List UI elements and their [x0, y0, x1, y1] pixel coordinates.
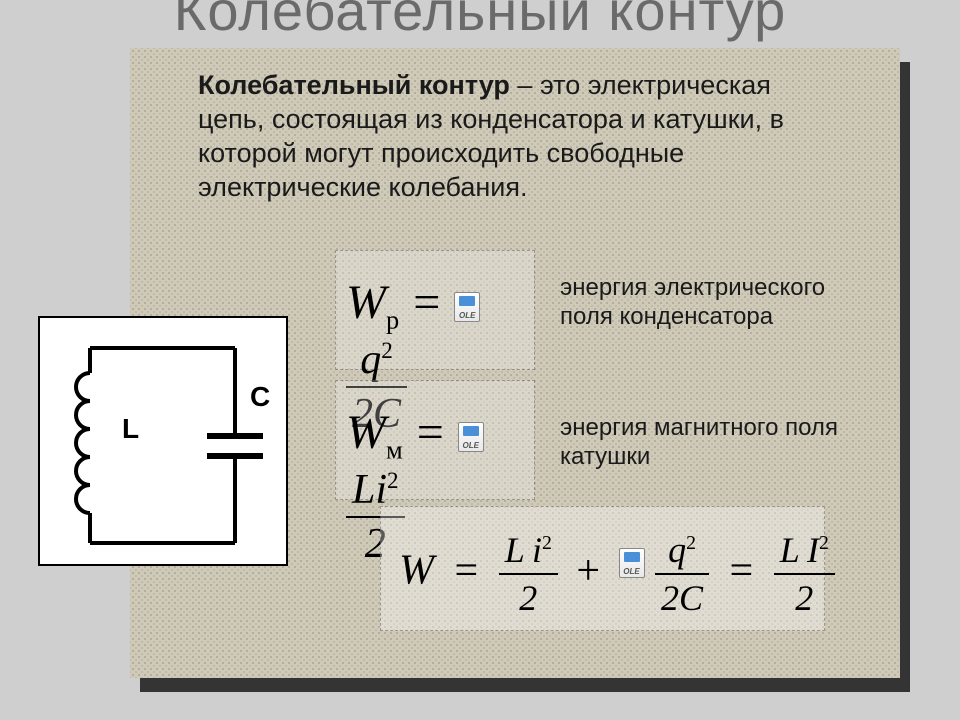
exp-2: 2	[387, 467, 399, 493]
subscript-p: р	[386, 305, 399, 335]
page-title: Колебательный контур	[0, 0, 960, 43]
slide-panel: Колебательный контур – это электрическая…	[130, 48, 900, 678]
denom: 2	[499, 575, 558, 619]
ole-object-icon	[454, 292, 480, 322]
svg-text:L: L	[122, 413, 139, 444]
ole-object-icon	[458, 422, 484, 452]
var-i: i	[532, 530, 542, 570]
var-q: q	[360, 337, 381, 383]
var-I: I	[807, 530, 819, 570]
equals: =	[417, 406, 444, 459]
label-magnetic-energy: энергия магнитного поля катушки	[560, 413, 860, 471]
ole-object-icon	[619, 548, 645, 578]
equals: =	[455, 548, 479, 594]
plus: +	[576, 548, 600, 594]
formula-total-energy: W = L i2 2 + q2 2C = L I2 2	[380, 506, 825, 631]
equals: =	[413, 276, 440, 329]
subscript-m: м	[386, 435, 403, 465]
formula-electric-energy: Wр = q2 2C	[335, 250, 535, 370]
var-L: L	[505, 530, 525, 570]
definition-paragraph: Колебательный контур – это электрическая…	[198, 68, 838, 204]
exp-2: 2	[819, 532, 829, 554]
equals: =	[730, 548, 754, 594]
svg-text:C: C	[250, 381, 270, 412]
var-W: W	[346, 276, 386, 329]
denom: 2C	[655, 575, 709, 619]
formula-magnetic-energy: Wм = Li2 2	[335, 380, 535, 500]
definition-term: Колебательный контур	[198, 70, 510, 100]
lc-circuit-diagram: LC	[38, 316, 288, 566]
var-W: W	[346, 406, 386, 459]
exp-2: 2	[686, 532, 696, 554]
var-q: q	[668, 530, 686, 570]
exp-2: 2	[381, 337, 393, 363]
exp-2: 2	[542, 532, 552, 554]
label-electric-energy: энергия электрического поля конденсатора	[560, 273, 860, 331]
var-W: W	[399, 548, 434, 594]
denom: 2	[774, 575, 835, 619]
var-L: L	[780, 530, 800, 570]
